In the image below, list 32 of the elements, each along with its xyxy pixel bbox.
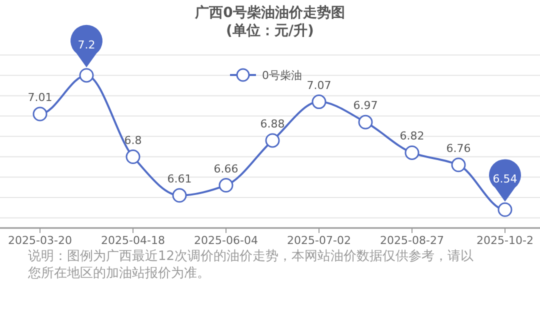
- x-tick-label: 2025-07-02: [287, 234, 351, 247]
- data-label: 6.8: [124, 134, 142, 147]
- point: [451, 158, 466, 172]
- data-label: 7.01: [28, 91, 52, 104]
- point: [126, 150, 140, 164]
- legend-label: 0号柴油: [262, 69, 302, 82]
- point: [358, 114, 373, 130]
- data-label: 6.88: [260, 117, 285, 130]
- point: [404, 145, 420, 160]
- point: [312, 94, 326, 110]
- text: 说明：图例为广西最近12次调价的油价走势，本网站油价数据仅供参考，请以您所在地区的加油站报价为准。: [28, 248, 475, 282]
- x-tick-label: 2025-04-18: [101, 234, 165, 247]
- point: [218, 178, 234, 193]
- chart-title: 广西0号柴油油价走势图: [194, 4, 345, 21]
- data-label: 6.54: [492, 172, 518, 186]
- data-label: 6.97: [353, 99, 378, 112]
- x-tick-label: 2025-06-04: [194, 234, 258, 247]
- data-label: 6.76: [446, 142, 471, 155]
- point: [172, 188, 187, 203]
- data-label: 7.2: [78, 38, 96, 52]
- point: [265, 133, 280, 148]
- x-tick-label: 2025-08-27: [380, 234, 444, 247]
- point: [32, 106, 48, 122]
- data-label: 6.61: [167, 172, 192, 186]
- point: [79, 68, 94, 83]
- data-label: 6.82: [400, 130, 424, 143]
- point: [498, 202, 512, 217]
- x-tick-label: 2025-10-2: [476, 234, 534, 247]
- data-label: 6.66: [214, 162, 238, 176]
- chart-subtitle: (单位：元/升): [226, 22, 314, 39]
- x-tick-label: 2025-03-20: [8, 234, 72, 247]
- data-label: 7.07: [306, 78, 332, 92]
